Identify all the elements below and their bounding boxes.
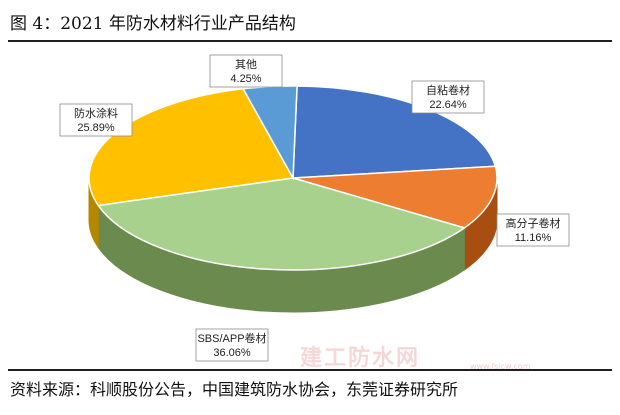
source-note: 资料来源：科顺股份公告，中国建筑防水协会，东莞证券研究所 [10,380,459,399]
figure-title: 图 4：2021 年防水材料行业产品结构 [10,14,296,34]
pie-label-value-2: 36.06% [213,347,251,359]
pie-label-value-1: 11.16% [515,232,552,244]
pie-top-faces [88,85,498,271]
pie-label-4: 其他 4.25% [209,54,283,88]
watermark: 建工防水网 [300,346,421,371]
pie-label-value-4: 4.25% [230,73,261,85]
pie-label-box-2 [195,328,269,362]
pie-label-value-0: 22.64% [429,99,467,111]
pie-label-box-4 [209,54,283,88]
watermark-url: www.fsjcw.com [470,362,531,371]
pie-label-1: 高分子卷材 11.16% [496,213,570,247]
pie-labels: 自粘卷材 22.64% 高分子卷材 11.16% SBS/APP卷材 36.06% 防水涂料… [59,54,570,362]
pie-label-2: SBS/APP卷材 36.06% [195,328,269,362]
pie-label-0: 自粘卷材 22.64% [411,80,485,114]
pie-slice-1 [292,165,498,229]
pie-label-value-3: 25.89% [77,122,115,134]
bottom-rule [8,369,612,371]
pie-label-box-1 [496,213,570,247]
pie-label-name-1: 高分子卷材 [506,216,561,230]
pie-label-box-3 [59,103,133,137]
pie-label-name-0: 自粘卷材 [426,83,470,97]
top-rule [8,40,612,42]
pie-label-3: 防水涂料 25.89% [59,103,133,137]
pie-label-name-4: 其他 [235,58,257,71]
pie-label-name-2: SBS/APP卷材 [197,331,266,345]
pie-label-box-0 [411,80,485,114]
pie-label-name-3: 防水涂料 [74,106,118,120]
pie-slice-2 [96,177,467,271]
